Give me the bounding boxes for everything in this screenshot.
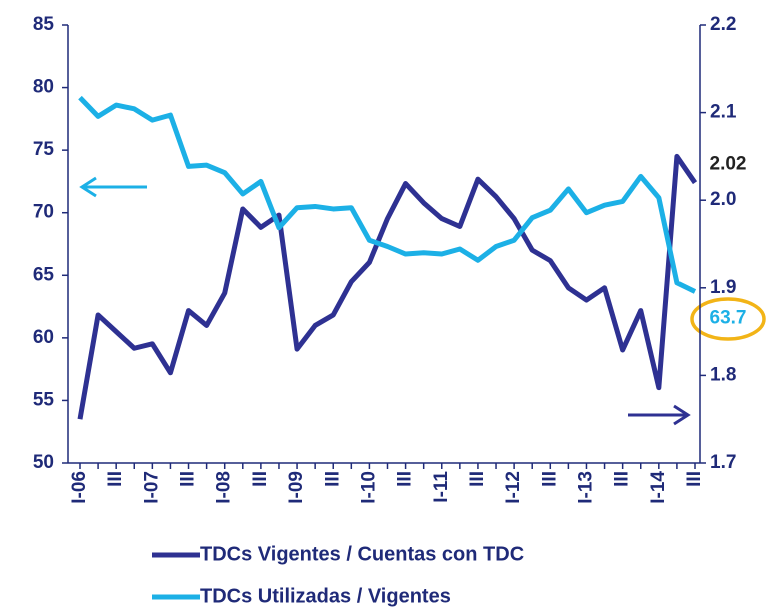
y2-tick-label: 1.8: [710, 364, 736, 385]
y-tick-label: 60: [33, 327, 54, 348]
x-tick-label: I-07: [141, 471, 162, 504]
y2-tick-label: 2.1: [710, 102, 737, 123]
x-tick-label: III: [105, 471, 126, 487]
x-tick-label: I-08: [214, 471, 235, 504]
y-tick-label: 55: [33, 389, 55, 410]
legend-label: TDCs Utilizadas / Vigentes: [200, 585, 451, 607]
x-tick-label: III: [250, 471, 271, 487]
x-tick-label: I-09: [286, 471, 307, 504]
x-tick-label: I-10: [358, 471, 379, 504]
x-tick-label: III: [178, 471, 199, 487]
y-tick-label: 75: [33, 139, 55, 160]
x-tick-label: III: [395, 471, 416, 487]
x-tick-label: III: [322, 471, 343, 487]
y-tick-label: 65: [33, 264, 55, 285]
x-tick-label: III: [467, 471, 488, 487]
value-label: 63.7: [710, 308, 747, 329]
legend-label: TDCs Vigentes / Cuentas con TDC: [200, 543, 524, 565]
x-tick-label: I-12: [503, 471, 524, 504]
series-line: [78, 95, 697, 294]
highlight-ellipse: [690, 297, 766, 341]
y-tick-label: 80: [33, 77, 54, 98]
x-tick-label: I-11: [431, 471, 452, 503]
y-tick-label: 50: [33, 452, 54, 473]
x-tick-label: I-06: [69, 471, 90, 504]
value-label: 2.02: [710, 154, 747, 175]
x-tick-label: III: [539, 471, 560, 487]
y2-tick-label: 1.9: [710, 277, 736, 298]
series-line: [77, 153, 698, 420]
x-tick-label: III: [684, 471, 705, 487]
right-arrow-head: [673, 404, 691, 426]
y2-tick-label: 1.7: [710, 452, 736, 473]
y2-tick-label: 2.0: [710, 189, 736, 210]
y-tick-label: 70: [33, 202, 54, 223]
y-tick-label: 85: [33, 14, 55, 35]
x-tick-label: I-14: [648, 471, 669, 504]
left-arrow-head: [79, 176, 97, 198]
x-tick-label: I-13: [575, 471, 596, 504]
x-tick-label: III: [612, 471, 633, 487]
y2-tick-label: 2.2: [710, 14, 736, 35]
